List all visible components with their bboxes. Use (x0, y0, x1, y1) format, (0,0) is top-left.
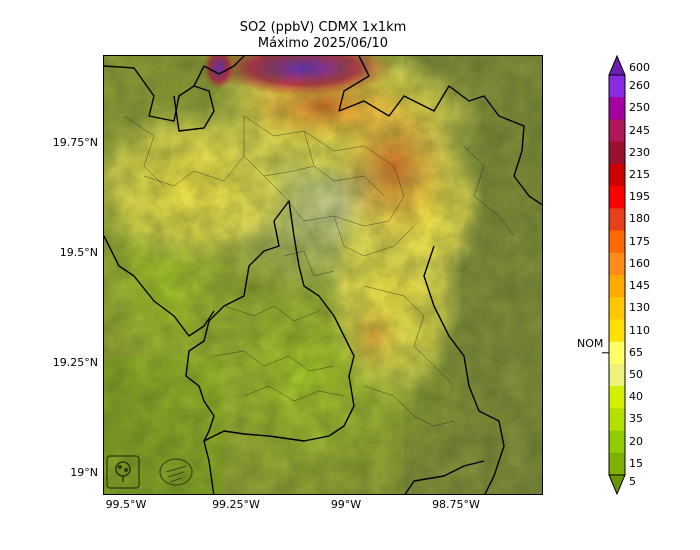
municipal-boundary (123, 115, 165, 187)
colorbar-segment (609, 297, 625, 320)
municipal-boundary (243, 115, 405, 227)
state-boundary-south-east (404, 460, 485, 494)
colorbar-extend-top (608, 54, 626, 76)
colorbar-level-label: 175 (629, 234, 650, 248)
state-boundary-north (104, 56, 245, 122)
colorbar-level-label: 15 (629, 456, 643, 470)
state-boundary-west (104, 235, 215, 337)
colorbar-level-label: 160 (629, 256, 650, 270)
municipal-boundary (303, 130, 385, 197)
map-title-line2: Máximo 2025/06/10 (257, 36, 389, 51)
state-boundary-northeast (338, 56, 542, 206)
municipal-boundary (463, 145, 515, 237)
lon-tick-label: 98.75°W (432, 498, 480, 511)
colorbar-segment (609, 319, 625, 343)
cdmx-boundary (185, 200, 355, 442)
colorbar-level-label: 50 (629, 368, 643, 381)
colorbar-segment (609, 341, 625, 365)
colorbar-segment (609, 97, 625, 120)
municipal-boundary (263, 165, 315, 177)
terrain-relief (104, 56, 542, 494)
colorbar-segment (609, 208, 625, 232)
colorbar-segment (609, 452, 625, 476)
colorbar-level-label: 20 (629, 434, 643, 448)
state-boundary-south (203, 440, 215, 494)
nom-threshold-label: NOM (577, 337, 604, 350)
colorbar-segment (609, 430, 625, 454)
colorbar-level-label: 110 (629, 323, 650, 337)
map-title-line1: SO2 (ppbV) CDMX 1x1km (239, 20, 407, 35)
colorbar-segment (609, 230, 625, 254)
municipal-boundary (223, 305, 320, 322)
municipal-boundary (363, 285, 455, 387)
colorbar-segment (609, 163, 625, 187)
lat-tick-label: 19.25°N (52, 356, 98, 369)
lon-tick-label: 99.25°W (212, 498, 260, 511)
lat-tick-label: 19°N (70, 466, 98, 479)
colorbar-level-label: 130 (629, 301, 650, 315)
colorbar-level-label: 40 (629, 390, 643, 404)
so2-map-panel (103, 55, 543, 495)
colorbar-segment (609, 386, 625, 409)
colorbar-level-label: 600 (629, 61, 650, 74)
municipal-boundary (213, 350, 335, 372)
municipal-boundary (143, 155, 245, 187)
state-boundary-north-lobe (173, 85, 215, 132)
lat-tick-label: 19.5°N (59, 246, 98, 259)
colorbar-segment (609, 75, 625, 98)
colorbar-level-label: 145 (629, 279, 650, 293)
colorbar-level-label: 180 (629, 212, 650, 226)
colorbar-outline (608, 74, 626, 476)
colorbar-segment (609, 141, 625, 165)
colorbar-segment (609, 252, 625, 276)
colorbar-segment (609, 408, 625, 432)
colorbar-extend-bottom (608, 474, 626, 496)
colorbar-level-label: 260 (629, 79, 650, 93)
municipal-boundary (243, 385, 345, 402)
state-boundary-east (423, 245, 505, 494)
colorbar-level-label: 245 (629, 123, 650, 137)
colorbar-segment (609, 363, 625, 387)
colorbar-segment (609, 186, 625, 209)
lon-tick-label: 99.5°W (105, 498, 147, 511)
sedema-logo (106, 455, 140, 489)
lat-tick-label: 19.75°N (52, 136, 98, 149)
colorbar-level-label: 230 (629, 145, 650, 159)
colorbar (602, 54, 626, 496)
colorbar-level-label: 5 (629, 475, 636, 488)
colorbar-segment (609, 119, 625, 143)
colorbar-segment (609, 275, 625, 298)
colorbar-level-label: 250 (629, 101, 650, 115)
secondary-logo (159, 458, 193, 486)
colorbar-level-label: 65 (629, 345, 643, 359)
municipal-boundary (283, 250, 335, 277)
colorbar-level-label: 215 (629, 168, 650, 181)
municipal-boundary (333, 215, 415, 257)
colorbar-level-label: 35 (629, 412, 643, 426)
lon-tick-label: 99°W (330, 498, 362, 511)
municipal-boundary (363, 385, 455, 427)
colorbar-level-label: 195 (629, 190, 650, 204)
